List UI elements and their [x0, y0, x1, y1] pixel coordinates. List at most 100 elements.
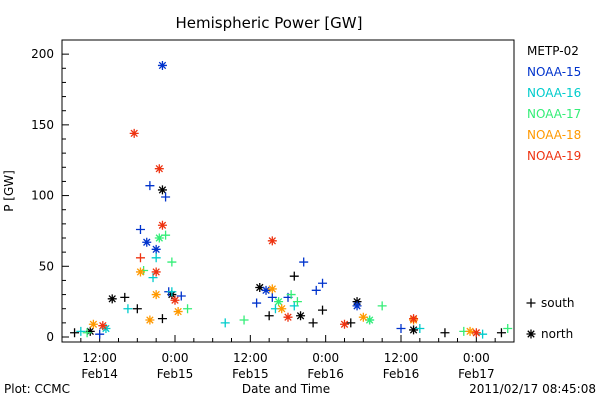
data-point-noaa-16	[220, 318, 230, 328]
x-tick-label-date: Feb16	[383, 367, 420, 381]
data-point-noaa-16	[76, 326, 86, 336]
legend-marker-north	[526, 329, 536, 339]
data-point-noaa-15	[267, 292, 277, 302]
data-point-noaa-15	[396, 324, 406, 334]
data-point-metp-02	[107, 294, 117, 304]
y-tick-label: 0	[46, 330, 54, 344]
y-tick-label: 100	[31, 189, 54, 203]
data-point-metp-02	[157, 185, 167, 195]
data-point-noaa-17	[82, 328, 92, 338]
y-tick-label: 50	[39, 259, 54, 273]
data-point-noaa-18	[358, 312, 368, 322]
legend-marker-label-north: north	[541, 327, 573, 341]
legend-marker-south	[526, 298, 536, 308]
series-noaa-18	[88, 267, 475, 336]
data-point-noaa-15	[161, 192, 171, 202]
data-point-noaa-17	[239, 315, 249, 325]
data-point-noaa-15	[157, 60, 167, 70]
legend-entry-noaa-16: NOAA-16	[527, 86, 581, 100]
data-point-noaa-16	[167, 287, 177, 297]
data-point-noaa-19	[267, 236, 277, 246]
y-tick-label: 200	[31, 47, 54, 61]
x-tick-label-time: 0:00	[312, 351, 339, 365]
data-point-noaa-17	[365, 315, 375, 325]
data-point-noaa-17	[503, 324, 513, 334]
plot-credit: Plot: CCMC	[4, 382, 70, 396]
data-point-metp-02	[440, 328, 450, 338]
data-point-noaa-15	[318, 278, 328, 288]
data-point-noaa-17	[167, 257, 177, 267]
data-point-noaa-15	[142, 237, 152, 247]
data-point-noaa-17	[183, 304, 193, 314]
data-point-noaa-19	[170, 295, 180, 305]
data-point-noaa-19	[129, 128, 139, 138]
data-point-metp-02	[70, 328, 80, 338]
data-point-noaa-19	[283, 312, 293, 322]
x-tick-label-date: Feb15	[232, 367, 269, 381]
data-point-noaa-16	[151, 253, 161, 263]
data-point-noaa-15	[311, 285, 321, 295]
series-noaa-16	[76, 253, 488, 339]
data-point-noaa-17	[377, 301, 387, 311]
data-point-noaa-16	[478, 329, 488, 339]
x-axis: 12:00 Feb14 0:00 Feb15 12:00 Feb15 0:00 Feb16 12…	[61, 335, 515, 381]
data-point-noaa-15	[176, 291, 186, 301]
x-tick-label-time: 12:00	[384, 351, 419, 365]
series-noaa-15	[95, 60, 406, 339]
data-point-noaa-17	[154, 233, 164, 243]
x-tick-label-date: Feb15	[157, 367, 194, 381]
data-point-noaa-19	[157, 220, 167, 230]
data-point-noaa-17	[161, 230, 171, 240]
data-point-noaa-18	[151, 290, 161, 300]
data-point-metp-02	[264, 311, 274, 321]
data-point-noaa-15	[151, 244, 161, 254]
data-point-metp-02	[496, 328, 506, 338]
data-point-metp-02	[308, 318, 318, 328]
data-point-noaa-15	[95, 329, 105, 339]
data-point-noaa-19	[135, 253, 145, 263]
data-point-noaa-18	[135, 267, 145, 277]
x-axis-label: Date and Time	[242, 382, 330, 396]
data-point-noaa-18	[465, 326, 475, 336]
data-point-metp-02	[289, 271, 299, 281]
data-point-noaa-18	[173, 307, 183, 317]
data-point-metp-02	[318, 305, 328, 315]
data-point-metp-02	[296, 311, 306, 321]
x-tick-label-date: Feb16	[307, 367, 344, 381]
data-point-noaa-19	[340, 319, 349, 329]
legend-entry-noaa-15: NOAA-15	[527, 65, 581, 79]
timestamp: 2011/02/17 08:45:08	[469, 382, 596, 396]
data-point-noaa-15	[135, 225, 145, 235]
x-tick-label-date: Feb17	[458, 367, 495, 381]
data-point-noaa-15	[299, 257, 309, 267]
legend-entry-noaa-17: NOAA-17	[527, 107, 581, 121]
data-point-noaa-18	[145, 315, 155, 325]
data-point-noaa-19	[151, 267, 161, 277]
data-point-noaa-18	[88, 319, 98, 329]
data-point-noaa-15	[352, 301, 362, 311]
data-point-noaa-19	[98, 321, 108, 331]
legend-entry-metp-02: METP-02	[527, 44, 579, 58]
series-noaa-19	[98, 128, 481, 338]
x-tick-label-time: 12:00	[233, 351, 268, 365]
data-point-metp-02	[85, 326, 95, 336]
y-tick-label: 150	[31, 118, 54, 132]
data-point-noaa-15	[261, 285, 271, 295]
legend-entry-noaa-18: NOAA-18	[527, 128, 581, 142]
data-points	[70, 60, 513, 339]
data-point-noaa-19	[154, 164, 164, 174]
data-point-metp-02	[346, 318, 356, 328]
y-axis-label: P [GW]	[2, 170, 16, 212]
series-noaa-17	[82, 230, 513, 338]
x-tick-label-time: 12:00	[82, 351, 117, 365]
data-point-metp-02	[132, 304, 142, 314]
data-point-metp-02	[120, 292, 130, 302]
chart-title: Hemispheric Power [GW]	[176, 14, 363, 32]
data-point-metp-02	[157, 314, 167, 324]
legend-marker-label-south: south	[541, 296, 575, 310]
data-point-metp-02	[255, 283, 265, 292]
data-point-noaa-16	[123, 304, 133, 314]
data-point-noaa-15	[145, 181, 155, 191]
data-point-noaa-17	[274, 297, 284, 307]
x-tick-label-date: Feb14	[81, 367, 118, 381]
